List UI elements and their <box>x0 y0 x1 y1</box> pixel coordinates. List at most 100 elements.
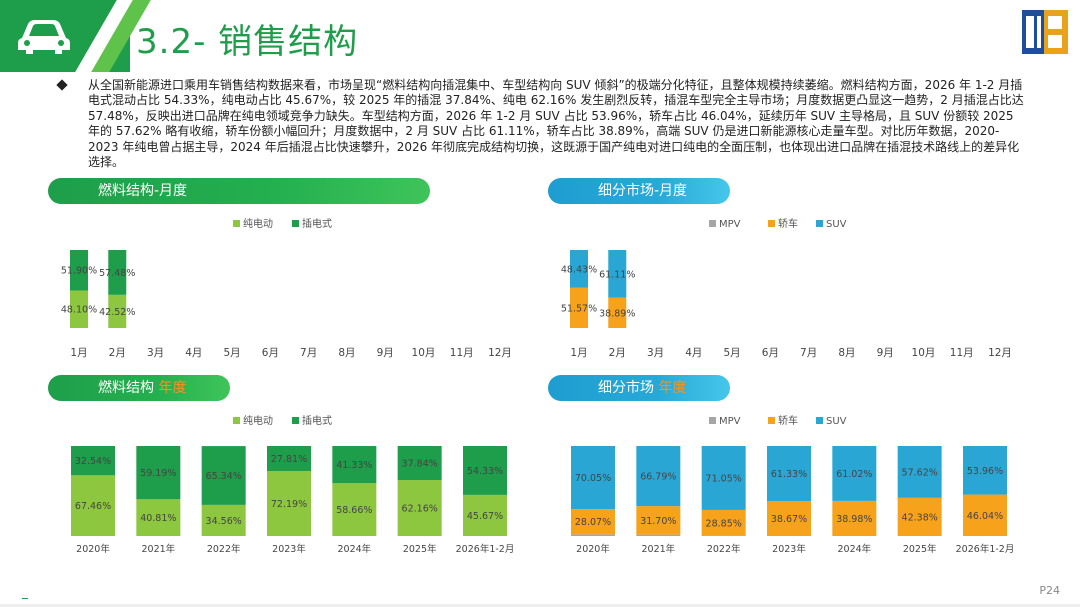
car-icon <box>18 20 70 54</box>
data-label-2-6: 53.96% <box>967 466 1003 477</box>
pill-fuel-yearly: 燃料结构 年度 <box>48 375 230 401</box>
bar-1-5 <box>897 497 942 536</box>
bar-1-3 <box>267 446 311 472</box>
bar-0-1 <box>136 499 181 536</box>
data-label-0-4: 58.66% <box>336 505 372 516</box>
data-label-1-0: 51.90% <box>61 266 97 277</box>
chart-segment-monthly: MPV 轿车 SUV 51.57% 48.43% 1月 38.89% 61.11% 2月 3月 4月… <box>561 217 1012 359</box>
bar-1-4 <box>832 500 877 536</box>
legend-label-2: SUV <box>826 416 847 427</box>
pill-segment-monthly-label: 细分市场-月度 <box>598 183 688 199</box>
data-label-1-5: 42.38% <box>902 512 938 523</box>
bar-1-1 <box>636 506 681 535</box>
data-label-1-1: 57.48% <box>99 268 135 279</box>
data-label-0-3: 72.19% <box>271 499 307 510</box>
bar-1-0 <box>71 446 115 476</box>
data-label-2-0: 70.05% <box>575 473 611 484</box>
legend-label-1: 插电式 <box>302 414 332 427</box>
tick-label-8: 9月 <box>877 347 894 359</box>
legend-label-1: 插电式 <box>302 217 332 230</box>
bar-2-3 <box>767 446 811 502</box>
tick-label-2: 2022年 <box>707 543 741 555</box>
bar-1-6 <box>963 494 1007 536</box>
bar-1-2 <box>701 509 746 536</box>
legend-swatch-1 <box>768 220 775 227</box>
data-label-1-0: 51.57% <box>561 303 597 314</box>
tick-label-6: 2026年1-2月 <box>456 543 515 555</box>
legend-label-0: 纯电动 <box>243 414 273 427</box>
tick-label-1: 2月 <box>609 347 626 359</box>
bar-0-1 <box>108 294 127 328</box>
corner-dash <box>22 598 28 599</box>
data-label-2-0: 48.43% <box>561 264 597 275</box>
legend-swatch-2 <box>816 220 823 227</box>
tick-label-2: 2022年 <box>207 543 241 555</box>
tick-label-4: 2024年 <box>837 543 871 555</box>
tick-label-5: 6月 <box>762 347 779 359</box>
data-label-2-4: 61.02% <box>836 469 872 480</box>
tick-label-2: 3月 <box>147 347 164 359</box>
tick-label-1: 2021年 <box>141 543 175 555</box>
bar-1-1 <box>108 250 127 295</box>
bar-1-0 <box>570 287 588 328</box>
data-label-1-4: 41.33% <box>336 460 372 471</box>
data-label-2-1: 61.11% <box>599 269 635 280</box>
data-label-2-1: 66.79% <box>640 472 676 483</box>
chart-fuel-yearly: 纯电动 插电式 67.46% 32.54% 2020年 40.81% 59.19% 2021年… <box>71 414 515 555</box>
data-label-2-3: 61.33% <box>771 469 807 480</box>
legend-swatch-0 <box>233 417 240 424</box>
summary-text: 从全国新能源进口乘用车销售结构数据来看，市场呈现“燃料结构向插混集中、车型结构向… <box>88 78 1024 170</box>
tick-label-5: 2025年 <box>403 543 437 555</box>
pill-segment-yearly-accent: 年度 <box>658 380 687 396</box>
pill-segment-yearly: 细分市场 年度 <box>548 375 730 401</box>
data-label-1-3: 38.67% <box>771 514 807 525</box>
tick-label-3: 4月 <box>185 347 202 359</box>
legend-label-0: MPV <box>719 219 741 230</box>
bar-1-1 <box>136 446 181 500</box>
tick-label-5: 2025年 <box>903 543 937 555</box>
bar-0-0 <box>70 290 88 328</box>
data-label-1-4: 38.98% <box>836 514 872 525</box>
tick-label-3: 2023年 <box>272 543 306 555</box>
tick-label-10: 11月 <box>450 347 474 359</box>
tick-label-0: 2020年 <box>76 543 110 555</box>
chart-segment-yearly: MPV 轿车 SUV 28.07% 70.05% 2020年 31.70% 66.79% 202… <box>571 414 1014 555</box>
data-label-1-6: 54.33% <box>467 466 503 477</box>
tick-label-6: 7月 <box>800 347 817 359</box>
data-label-0-0: 48.10% <box>61 305 97 316</box>
chart-fuel-monthly: 纯电动 插电式 48.10% 51.90% 1月 42.52% 57.48% 2月 3月 4月 5月… <box>61 217 512 359</box>
pill-fuel-yearly-accent: 年度 <box>158 380 187 396</box>
bar-0-1 <box>636 534 681 536</box>
bar-2-1 <box>636 446 681 507</box>
summary-paragraph: 从全国新能源进口乘用车销售结构数据来看，市场呈现“燃料结构向插混集中、车型结构向… <box>60 78 1025 170</box>
bar-2-6 <box>963 446 1007 495</box>
data-label-0-0: 67.46% <box>75 501 111 512</box>
legend-swatch-2 <box>816 417 823 424</box>
data-label-0-1: 40.81% <box>140 513 176 524</box>
tick-label-0: 2020年 <box>576 543 610 555</box>
data-label-1-1: 38.89% <box>599 308 635 319</box>
tick-label-10: 11月 <box>950 347 974 359</box>
bar-0-4 <box>332 483 377 536</box>
data-label-2-5: 57.62% <box>902 467 938 478</box>
tick-label-11: 12月 <box>488 347 512 359</box>
data-label-1-3: 27.81% <box>271 454 307 465</box>
legend-swatch-1 <box>768 417 775 424</box>
page-title: 3.2- 销售结构 <box>136 22 359 62</box>
data-label-1-0: 28.07% <box>575 517 611 528</box>
tick-label-7: 8月 <box>338 347 355 359</box>
tick-label-3: 4月 <box>685 347 702 359</box>
bar-0-2 <box>201 504 246 536</box>
tick-label-4: 5月 <box>223 347 240 359</box>
legend-swatch-0 <box>709 417 716 424</box>
bar-2-1 <box>608 250 627 298</box>
bar-1-0 <box>571 509 615 535</box>
pill-fuel-yearly-label: 燃料结构 <box>98 380 154 396</box>
legend-label-0: MPV <box>719 416 741 427</box>
bar-2-0 <box>571 446 615 510</box>
tick-label-1: 2021年 <box>641 543 675 555</box>
bar-1-4 <box>332 446 377 484</box>
pill-fuel-monthly-label: 燃料结构-月度 <box>98 183 188 199</box>
bar-1-2 <box>201 446 246 505</box>
data-label-0-6: 45.67% <box>467 511 503 522</box>
